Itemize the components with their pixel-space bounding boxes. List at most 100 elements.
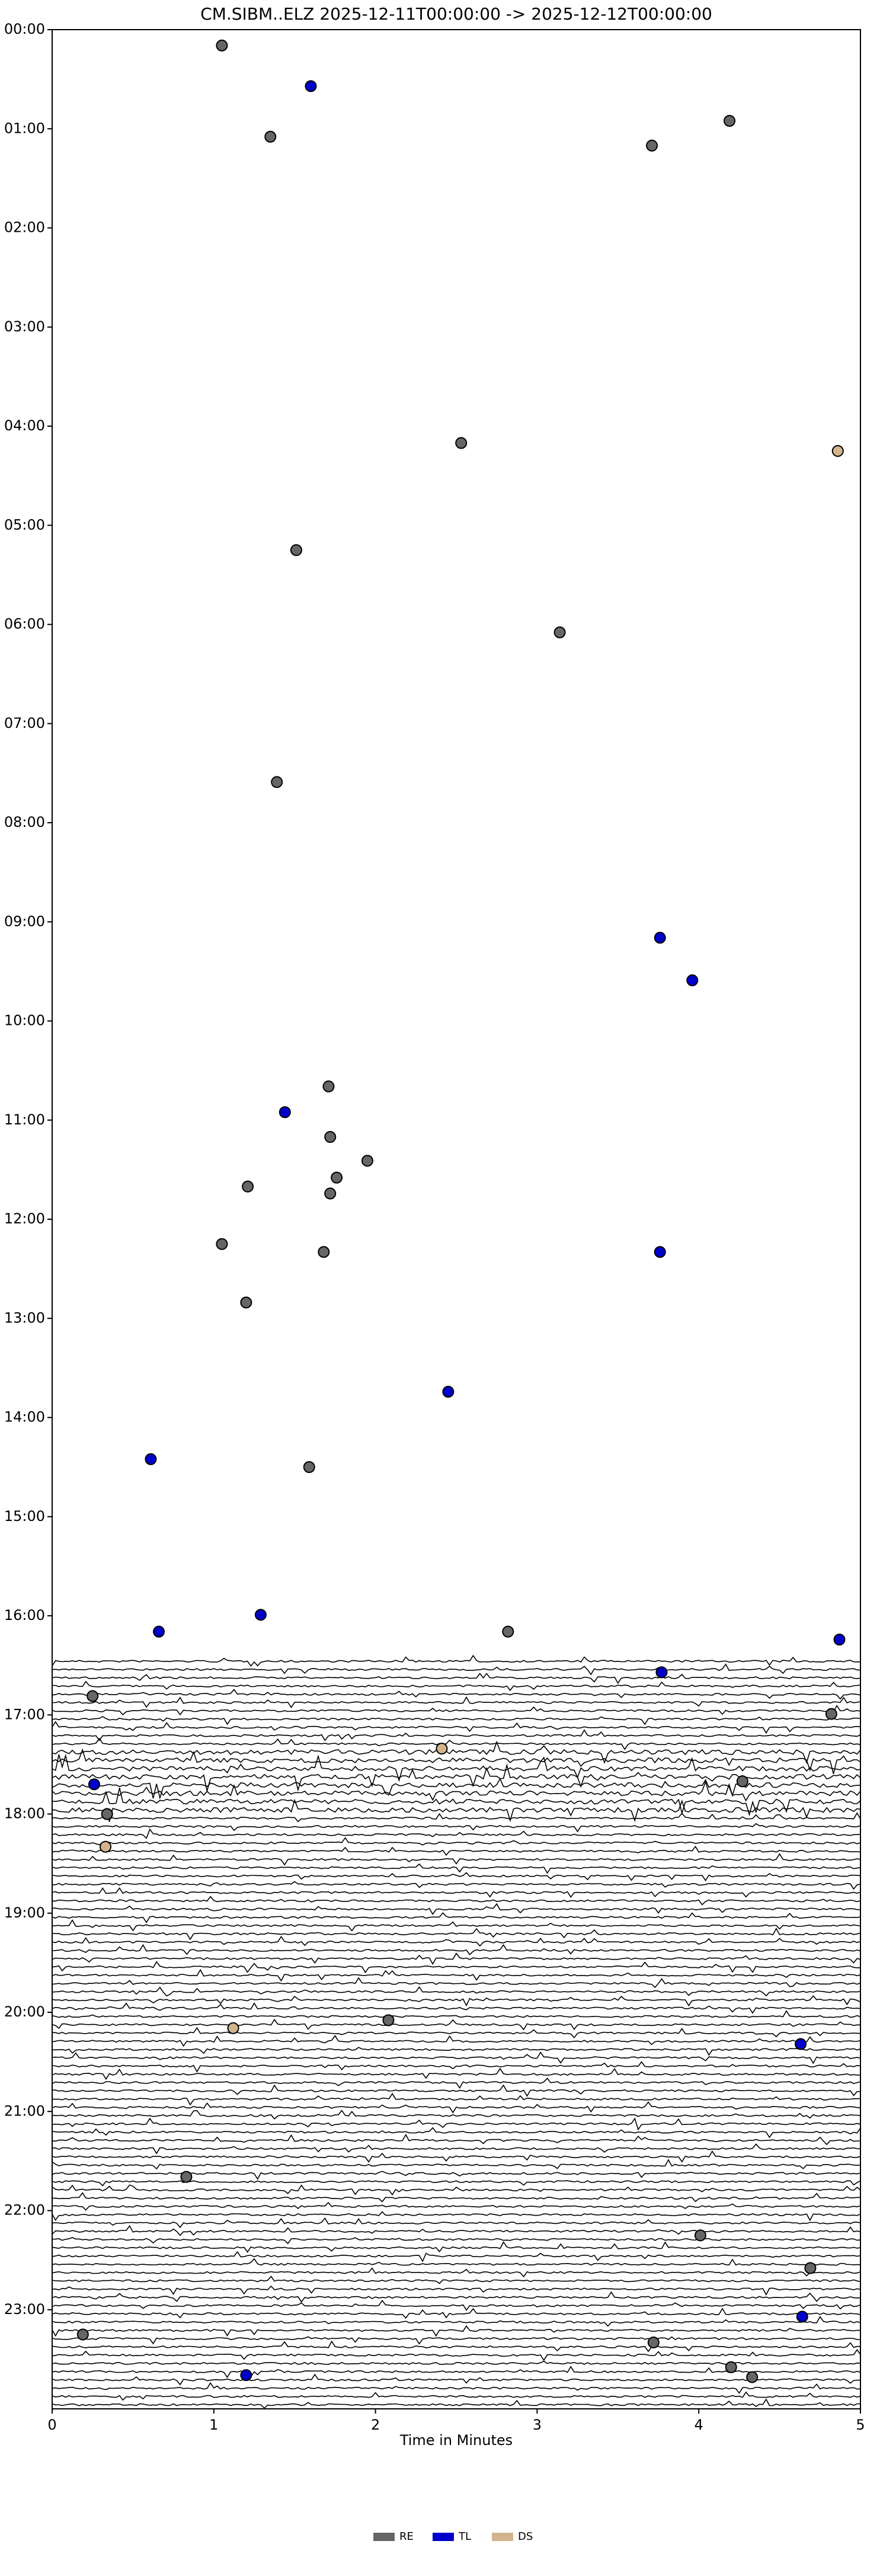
trace bbox=[52, 1977, 861, 1989]
trace bbox=[52, 1680, 861, 1692]
trace bbox=[52, 2067, 861, 2080]
event-marker bbox=[455, 437, 468, 449]
plot-frame bbox=[52, 29, 861, 2409]
trace bbox=[52, 1716, 861, 1725]
trace bbox=[52, 1919, 861, 1932]
trace bbox=[52, 2349, 861, 2361]
y-tick-label: 14:00 bbox=[4, 1409, 45, 1426]
trace bbox=[52, 2285, 861, 2296]
trace bbox=[52, 2133, 860, 2146]
trace bbox=[52, 2307, 861, 2319]
trace bbox=[52, 2084, 861, 2097]
y-tick-label: 03:00 bbox=[4, 318, 45, 335]
trace bbox=[52, 2092, 861, 2106]
y-tick-label: 15:00 bbox=[4, 1508, 45, 1524]
y-tick-label: 04:00 bbox=[4, 417, 45, 434]
event-marker bbox=[279, 1106, 291, 1118]
trace bbox=[52, 2366, 861, 2379]
trace bbox=[52, 1705, 861, 1716]
trace bbox=[52, 1748, 861, 1774]
trace bbox=[52, 1837, 861, 1846]
x-tick-label: 4 bbox=[695, 2417, 703, 2433]
trace bbox=[52, 1654, 861, 1667]
event-marker bbox=[87, 1690, 99, 1702]
trace bbox=[52, 1763, 861, 1792]
event-marker bbox=[796, 2310, 808, 2323]
chart-title: CM.SIBM..ELZ 2025-12-11T00:00:00 -> 2025… bbox=[200, 4, 712, 24]
event-marker bbox=[382, 2014, 395, 2027]
y-tick-label: 12:00 bbox=[4, 1210, 45, 1227]
event-marker bbox=[331, 1171, 343, 1184]
trace bbox=[52, 1696, 861, 1709]
trace bbox=[52, 2159, 861, 2170]
trace bbox=[52, 2251, 861, 2262]
event-marker bbox=[227, 2022, 239, 2034]
event-marker bbox=[100, 1840, 112, 1853]
event-marker bbox=[804, 2262, 817, 2274]
y-tick-label: 21:00 bbox=[4, 2102, 45, 2119]
x-tick-label: 5 bbox=[856, 2417, 865, 2433]
y-tick-label: 02:00 bbox=[4, 219, 45, 236]
trace bbox=[52, 2171, 861, 2180]
trace bbox=[52, 2018, 861, 2031]
trace bbox=[52, 1778, 861, 1800]
trace bbox=[52, 2047, 861, 2056]
event-marker bbox=[324, 1131, 337, 1143]
legend-swatch bbox=[373, 2533, 395, 2541]
trace bbox=[52, 2101, 861, 2114]
trace bbox=[52, 1845, 861, 1856]
trace bbox=[52, 2180, 861, 2187]
event-marker bbox=[833, 1634, 846, 1646]
trace bbox=[52, 2325, 861, 2337]
event-marker bbox=[324, 1187, 337, 1200]
legend-label: RE bbox=[399, 2530, 414, 2543]
x-tick-label: 2 bbox=[371, 2417, 380, 2433]
trace bbox=[52, 2225, 861, 2236]
trace bbox=[52, 1689, 861, 1700]
event-marker bbox=[724, 114, 736, 127]
trace bbox=[52, 1912, 861, 1923]
event-marker bbox=[264, 130, 277, 143]
legend-label: TL bbox=[458, 2530, 471, 2543]
trace bbox=[52, 2398, 860, 2409]
trace bbox=[52, 2373, 861, 2386]
event-marker bbox=[825, 1708, 837, 1720]
event-marker bbox=[646, 139, 658, 152]
trace bbox=[52, 2360, 861, 2365]
y-tick-label: 06:00 bbox=[4, 616, 45, 632]
y-tick-label: 20:00 bbox=[4, 2003, 45, 2020]
trace bbox=[52, 1721, 861, 1734]
event-marker bbox=[305, 80, 317, 92]
trace bbox=[52, 2241, 861, 2253]
trace bbox=[52, 2184, 861, 2196]
trace bbox=[52, 1663, 861, 1676]
trace bbox=[52, 1823, 861, 1833]
event-marker bbox=[746, 2371, 759, 2383]
trace bbox=[52, 2258, 861, 2266]
y-tick-label: 17:00 bbox=[4, 1706, 45, 1722]
event-marker bbox=[145, 1453, 157, 1465]
trace bbox=[52, 2275, 861, 2284]
event-marker bbox=[318, 1246, 330, 1258]
event-marker bbox=[654, 932, 666, 944]
event-marker bbox=[216, 39, 228, 52]
trace bbox=[52, 2316, 861, 2327]
y-tick-label: 23:00 bbox=[4, 2301, 45, 2318]
trace bbox=[52, 2340, 861, 2353]
trace bbox=[52, 1729, 861, 1741]
trace bbox=[52, 1928, 861, 1941]
y-tick-label: 01:00 bbox=[4, 120, 45, 136]
event-marker bbox=[88, 1778, 100, 1791]
trace bbox=[52, 1887, 861, 1899]
event-marker bbox=[101, 1808, 113, 1820]
trace bbox=[52, 2201, 861, 2211]
trace bbox=[52, 1780, 861, 1802]
trace bbox=[52, 2192, 861, 2203]
event-marker bbox=[694, 2229, 706, 2242]
trace bbox=[52, 1812, 861, 1823]
y-tick-label: 10:00 bbox=[4, 1012, 45, 1029]
trace bbox=[52, 2035, 861, 2047]
event-marker bbox=[654, 1246, 666, 1258]
event-marker bbox=[442, 1386, 455, 1398]
trace bbox=[52, 2002, 861, 2014]
